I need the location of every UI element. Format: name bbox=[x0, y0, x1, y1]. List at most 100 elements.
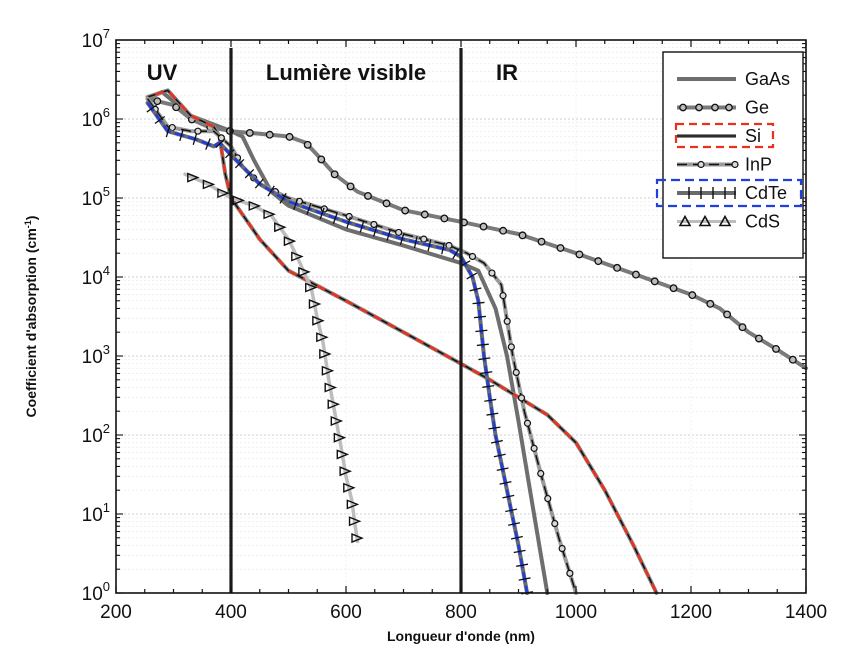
y-tick-exponent: 3 bbox=[103, 342, 110, 357]
y-tick-base: 10 bbox=[82, 110, 103, 131]
series-marker bbox=[493, 453, 506, 458]
series-marker bbox=[420, 235, 428, 243]
series-marker bbox=[168, 123, 176, 132]
series-marker bbox=[669, 284, 678, 293]
series-marker bbox=[399, 232, 405, 245]
y-axis-title: Coefficient d'absorption (cm-1) bbox=[23, 216, 39, 418]
series-marker bbox=[754, 334, 763, 343]
series-marker bbox=[441, 242, 446, 255]
y-tick-label: 106 bbox=[82, 105, 110, 131]
region-label-2: IR bbox=[496, 60, 518, 85]
series-marker bbox=[172, 103, 181, 112]
series-marker bbox=[285, 132, 294, 141]
series-marker bbox=[248, 200, 262, 211]
series-marker bbox=[508, 522, 521, 526]
series-marker bbox=[332, 212, 338, 224]
y-tick-label: 100 bbox=[82, 579, 110, 605]
series-highlight bbox=[146, 102, 529, 594]
series-marker bbox=[505, 508, 518, 513]
series-marker bbox=[263, 209, 276, 220]
legend-label: Si bbox=[745, 126, 761, 146]
series-marker bbox=[486, 412, 499, 416]
legend-swatch-marker bbox=[725, 103, 733, 112]
series-marker bbox=[544, 494, 552, 503]
series-marker bbox=[496, 467, 509, 472]
y-axis-title-text: Coefficient d'absorption (cm bbox=[23, 228, 39, 417]
series-marker bbox=[370, 220, 378, 229]
region-label-0: UV bbox=[147, 60, 178, 85]
series-marker bbox=[613, 263, 622, 272]
series-marker bbox=[321, 365, 335, 376]
series-marker bbox=[523, 419, 532, 427]
x-tick-label: 200 bbox=[100, 602, 132, 623]
series-marker bbox=[502, 494, 515, 499]
series-marker bbox=[267, 185, 275, 197]
legend-item-inp: InP bbox=[677, 155, 772, 175]
series-marker bbox=[330, 415, 344, 426]
series-marker bbox=[298, 266, 311, 277]
series-marker bbox=[556, 244, 565, 252]
series-marker bbox=[401, 206, 410, 215]
series-marker bbox=[382, 199, 391, 208]
series-marker bbox=[513, 549, 526, 554]
series-marker bbox=[551, 519, 559, 528]
series-marker bbox=[308, 299, 322, 310]
y-tick-label: 102 bbox=[82, 421, 110, 447]
series-marker bbox=[234, 159, 245, 169]
series-marker bbox=[530, 444, 538, 452]
series-marker bbox=[305, 282, 318, 293]
series-marker bbox=[293, 198, 299, 211]
series-marker bbox=[518, 577, 531, 581]
series-marker bbox=[738, 323, 747, 332]
series-si bbox=[145, 88, 659, 595]
series-marker bbox=[146, 104, 157, 113]
y-tick-label: 104 bbox=[82, 263, 110, 289]
series-marker bbox=[452, 248, 460, 260]
legend-label: CdS bbox=[745, 212, 780, 232]
y-tick-exponent: 7 bbox=[103, 26, 110, 41]
series-marker bbox=[324, 382, 338, 393]
y-tick-base: 10 bbox=[82, 268, 103, 289]
series-marker bbox=[359, 220, 365, 233]
series-marker bbox=[468, 252, 477, 261]
series-marker bbox=[319, 348, 332, 359]
y-tick-label: 105 bbox=[82, 184, 110, 210]
series-marker bbox=[488, 269, 496, 277]
y-tick-exponent: 2 bbox=[103, 421, 110, 436]
series-marker bbox=[153, 97, 162, 106]
series-highlight bbox=[147, 88, 658, 594]
series-marker bbox=[473, 315, 487, 319]
series-marker bbox=[512, 368, 520, 377]
legend-box bbox=[662, 51, 804, 259]
region-labels: UV Lumière visible IR bbox=[147, 60, 518, 85]
x-tick-label: 1400 bbox=[785, 602, 827, 623]
legend-swatch-marker bbox=[698, 214, 712, 227]
legend-item-cds: CdS bbox=[677, 212, 780, 232]
y-tick-exponent: 6 bbox=[103, 105, 110, 120]
legend-label: Ge bbox=[745, 98, 769, 118]
series-marker bbox=[516, 563, 529, 567]
series-marker bbox=[558, 544, 566, 553]
series-marker bbox=[503, 317, 511, 325]
series-marker bbox=[279, 192, 287, 204]
series-marker bbox=[364, 191, 372, 200]
y-tick-label: 101 bbox=[82, 500, 110, 526]
series-marker bbox=[480, 371, 493, 375]
series-marker bbox=[316, 332, 329, 343]
series-marker bbox=[330, 170, 339, 179]
series-marker bbox=[346, 216, 351, 229]
series-marker bbox=[413, 236, 418, 249]
y-tick-base: 10 bbox=[82, 31, 103, 52]
series-marker bbox=[254, 178, 264, 189]
legend-label: GaAs bbox=[745, 69, 790, 89]
series-marker bbox=[283, 236, 297, 247]
series-line bbox=[145, 89, 550, 595]
series-marker bbox=[291, 251, 304, 262]
legend-item-ge: Ge bbox=[677, 98, 769, 118]
series-marker bbox=[348, 516, 362, 527]
series-marker bbox=[395, 228, 403, 237]
series-marker bbox=[510, 535, 523, 540]
series-marker bbox=[336, 449, 350, 460]
y-tick-base: 10 bbox=[82, 505, 103, 526]
x-tick-label: 1200 bbox=[670, 602, 712, 623]
